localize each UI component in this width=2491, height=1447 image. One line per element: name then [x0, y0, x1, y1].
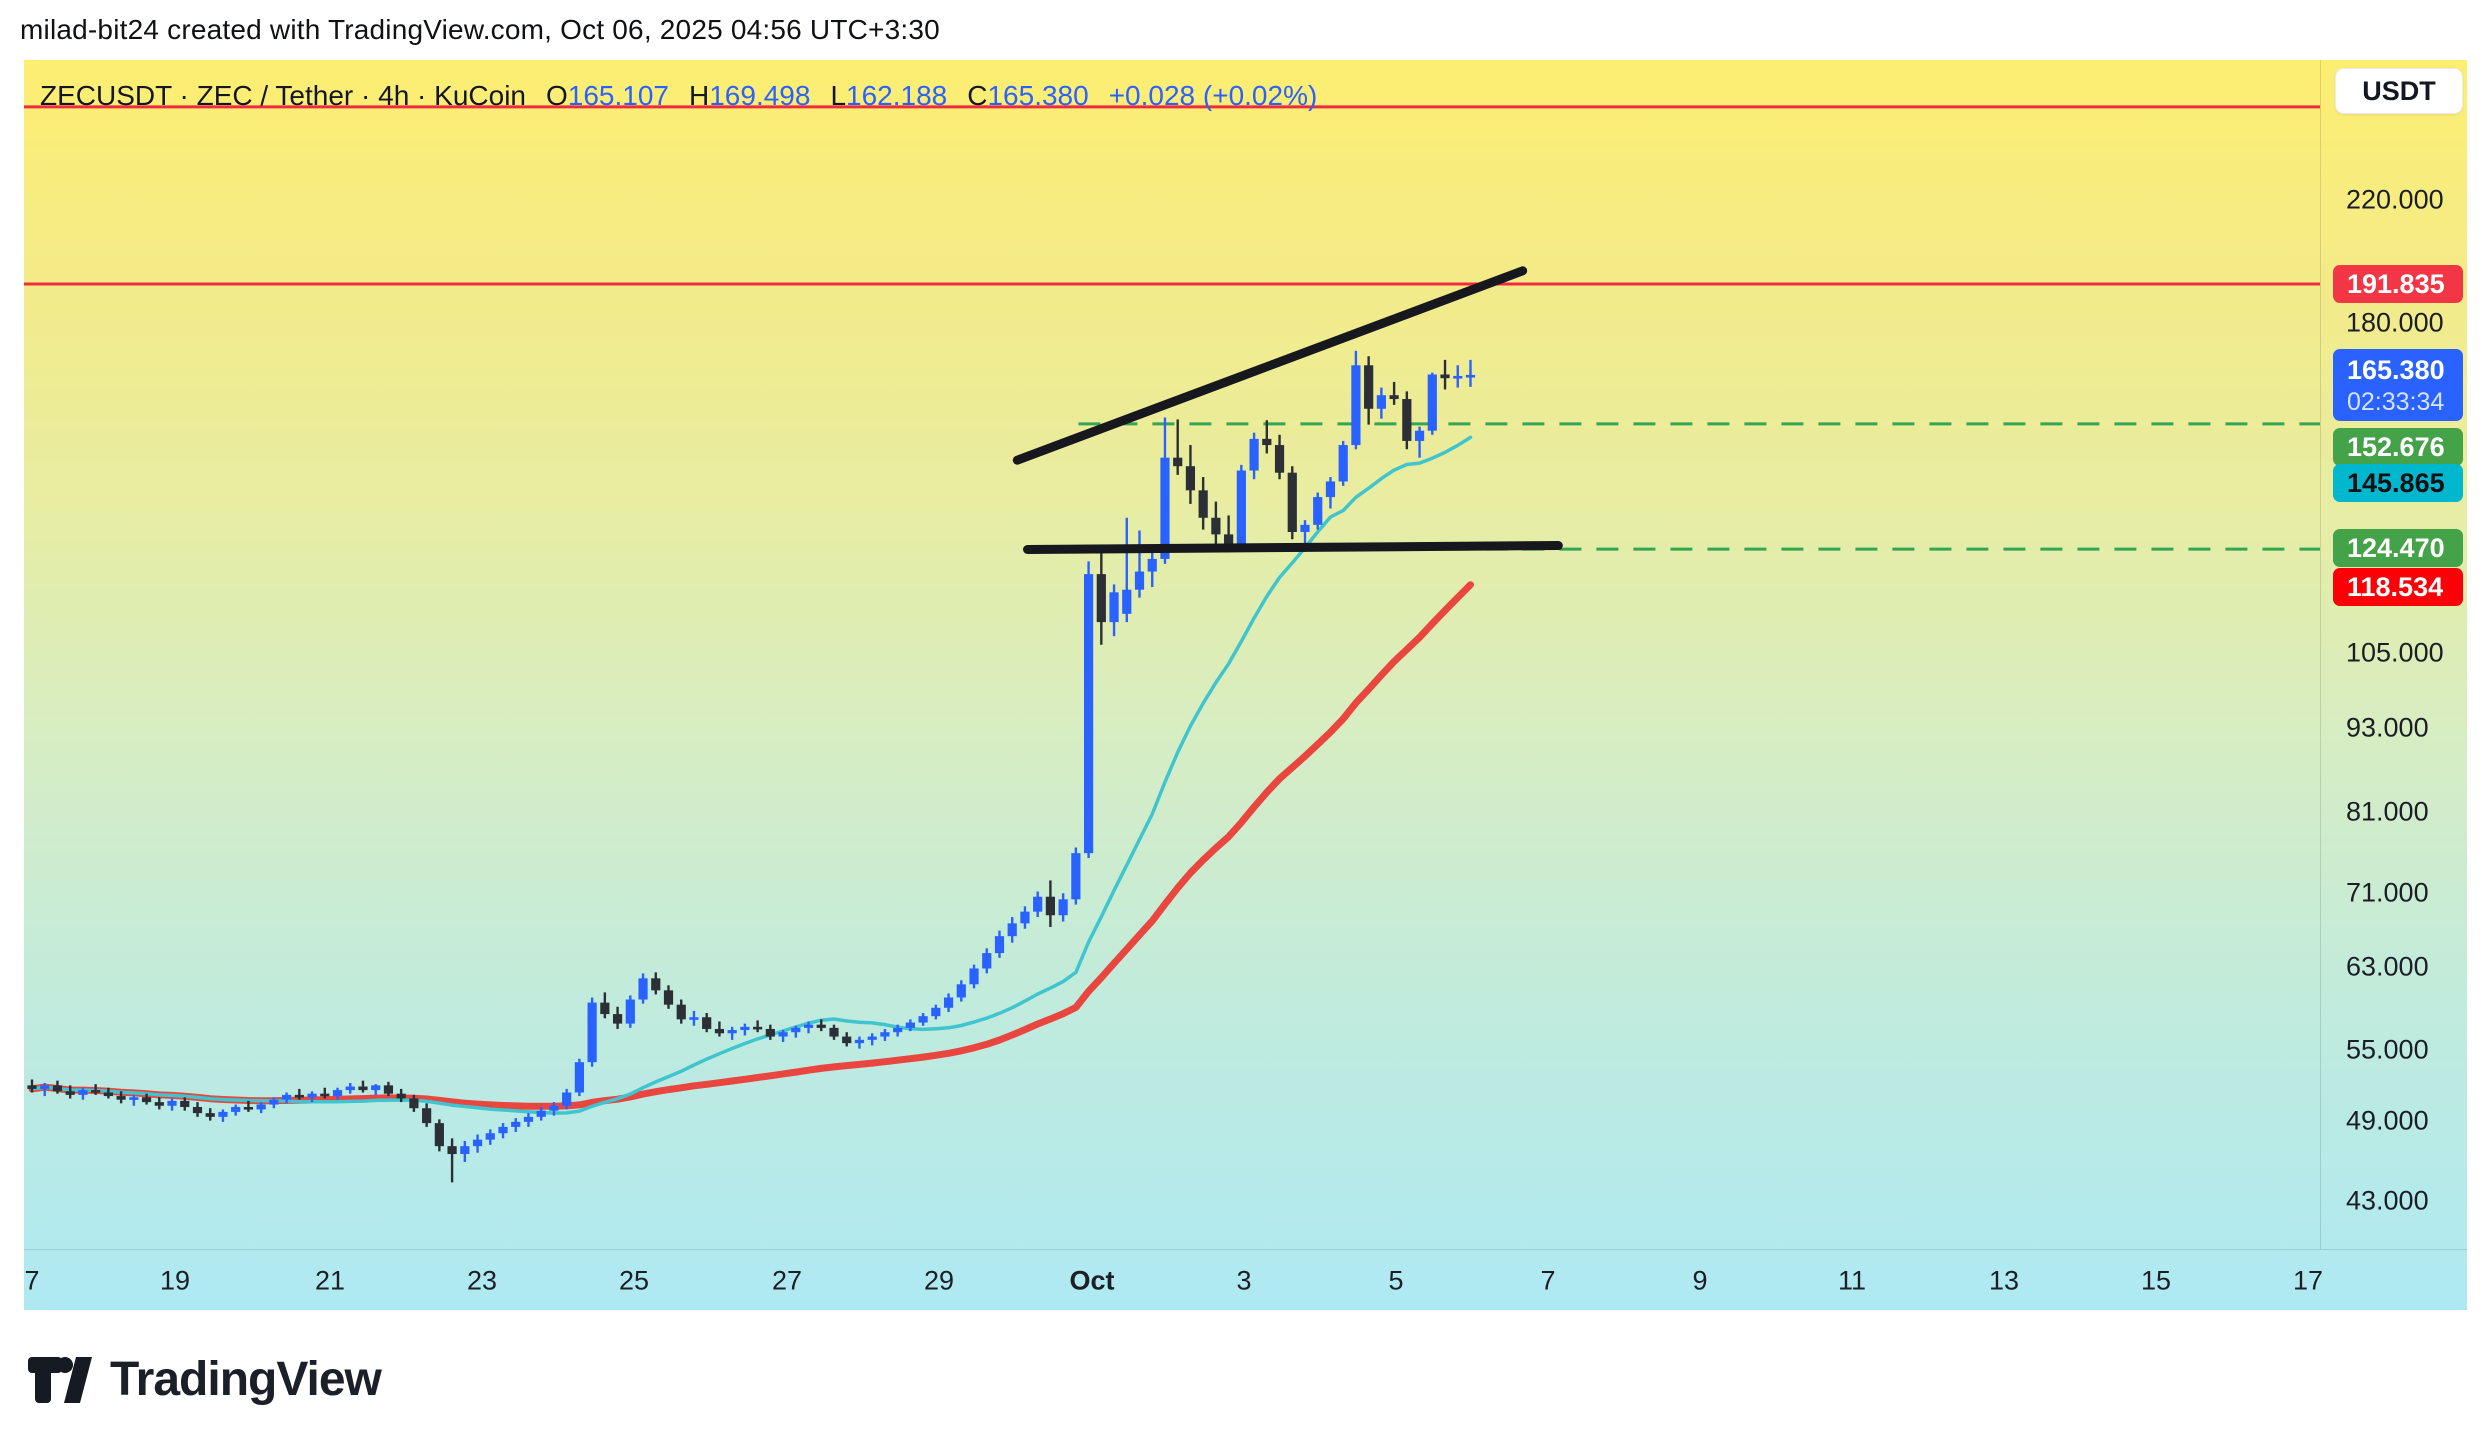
ohlc-segment: +0.028 (+0.02%) [1108, 80, 1318, 111]
time-tick: 23 [466, 1265, 498, 1295]
time-tick: 3 [1236, 1265, 1252, 1295]
last-price-label: 165.380 02:33:34 [2333, 349, 2463, 421]
time-tick: Oct [1069, 1265, 1115, 1295]
currency-toggle-button[interactable]: USDT [2335, 68, 2463, 114]
price-tick: 220.000 [2346, 184, 2444, 215]
time-tick: 7 [24, 1265, 40, 1295]
ohlc-segment: O165.107 [546, 80, 669, 111]
candlestick-plot[interactable]: ZECUSDT · ZEC / Tether · 4h · KuCoin O165… [24, 60, 2320, 1249]
time-tick: 25 [618, 1265, 650, 1295]
ohlc-segment: L162.188 [830, 80, 948, 111]
symbol-title: ZECUSDT · ZEC / Tether · 4h · KuCoin [40, 80, 526, 111]
time-tick: 5 [1388, 1265, 1404, 1295]
chart-container: ZECUSDT · ZEC / Tether · 4h · KuCoin O165… [24, 60, 2467, 1310]
time-tick: 15 [2140, 1265, 2172, 1295]
price-level-label: 152.676 [2333, 428, 2463, 466]
ohlc-segment: C165.380 [967, 80, 1089, 111]
price-tick: 93.000 [2346, 712, 2429, 743]
time-tick: 17 [2292, 1265, 2324, 1295]
time-tick: 21 [314, 1265, 346, 1295]
price-tick: 105.000 [2346, 637, 2444, 668]
price-tick: 49.000 [2346, 1105, 2429, 1136]
time-tick: 29 [923, 1265, 955, 1295]
last-price-value: 165.380 [2347, 355, 2445, 385]
chart-canvas[interactable] [24, 60, 2320, 1249]
tradingview-logo-text: TradingView [110, 1353, 382, 1406]
price-level-label: 124.470 [2333, 529, 2463, 567]
tradingview-logo[interactable]: TradingView [28, 1352, 382, 1407]
bar-countdown: 02:33:34 [2347, 388, 2445, 416]
price-tick: 63.000 [2346, 951, 2429, 982]
price-tick: 71.000 [2346, 877, 2429, 908]
symbol-ohlc-header[interactable]: ZECUSDT · ZEC / Tether · 4h · KuCoin O165… [40, 80, 1337, 112]
tradingview-logo-icon [28, 1356, 92, 1403]
price-axis[interactable]: USDT 220.000 180.000 105.000 93.000 81.000 71… [2320, 60, 2468, 1249]
time-tick: 11 [1837, 1265, 1867, 1295]
price-level-label: 191.835 [2333, 265, 2463, 303]
price-tick: 81.000 [2346, 796, 2429, 827]
time-tick: 7 [1540, 1265, 1556, 1295]
price-tick: 43.000 [2346, 1185, 2429, 1216]
time-tick: 19 [159, 1265, 191, 1295]
time-tick: 13 [1988, 1265, 2020, 1295]
price-tick: 180.000 [2346, 307, 2444, 338]
ohlc-values: O165.107 H169.498 L162.188 C165.380 +0.028 (… [546, 80, 1337, 111]
time-tick: 27 [771, 1265, 803, 1295]
attribution-text: milad-bit24 created with TradingView.com… [20, 14, 940, 45]
time-tick: 9 [1692, 1265, 1708, 1295]
price-level-label: 118.534 [2333, 568, 2463, 606]
price-level-label: 145.865 [2333, 464, 2463, 502]
time-axis[interactable]: 7 19 21 23 25 27 29 Oct 3 5 7 9 11 13 15 17 [24, 1249, 2467, 1311]
price-tick: 55.000 [2346, 1034, 2429, 1065]
ohlc-segment: H169.498 [689, 80, 811, 111]
